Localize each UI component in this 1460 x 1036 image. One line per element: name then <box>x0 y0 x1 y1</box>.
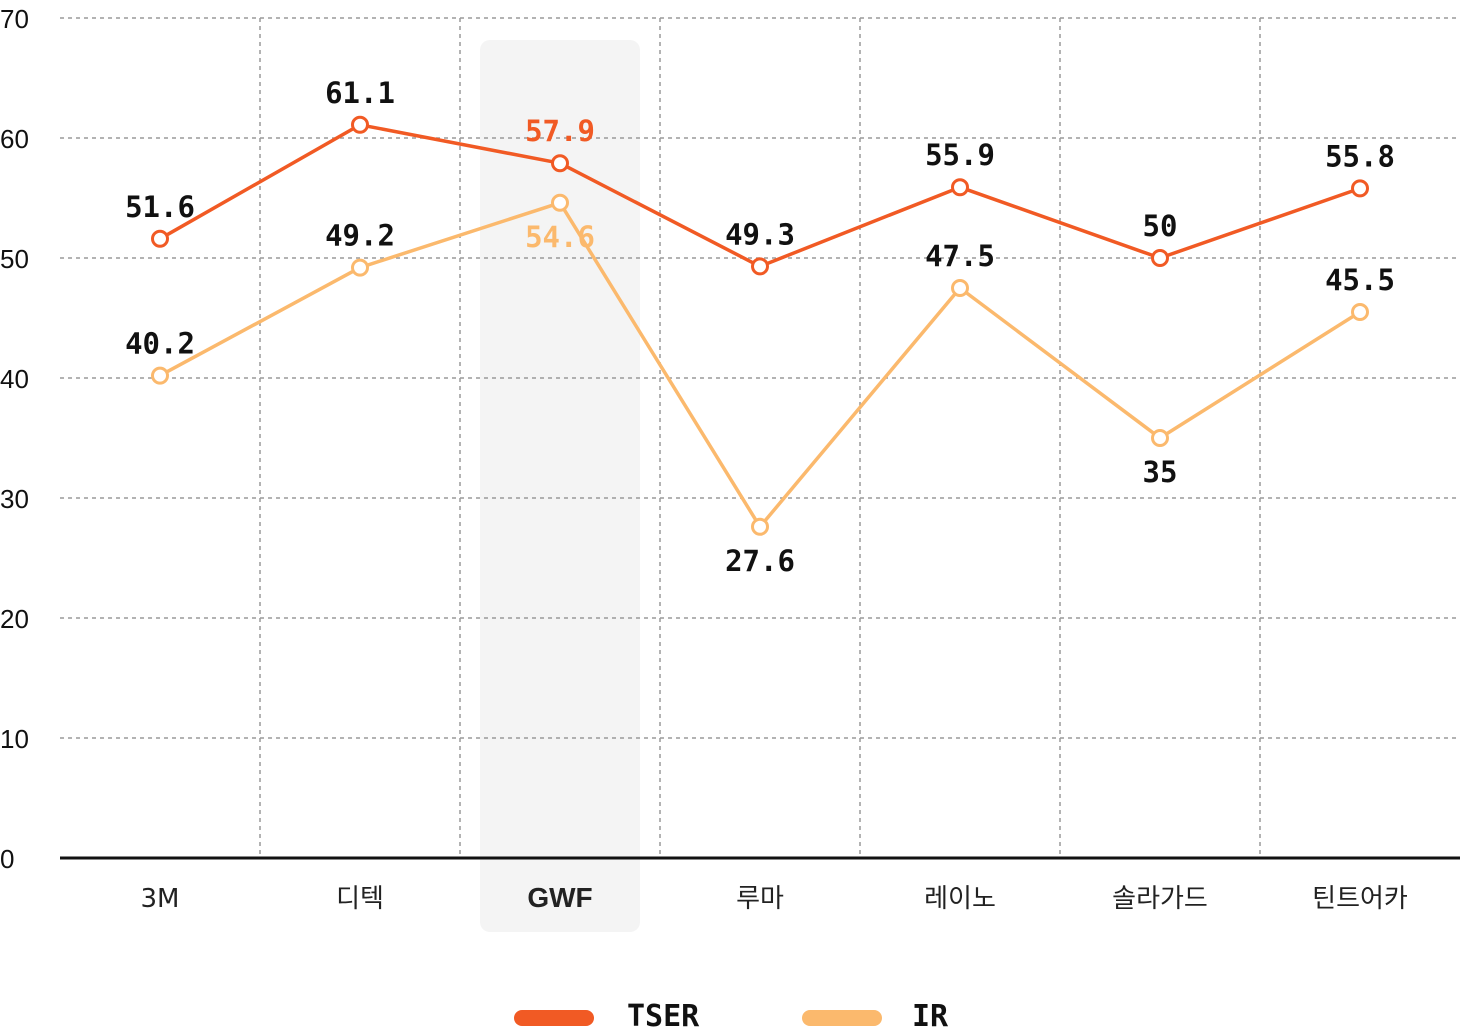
legend: TSER IR <box>514 999 949 1034</box>
y-tick-label: 60 <box>0 124 29 154</box>
data-label-ir: 40.2 <box>125 327 195 361</box>
grid <box>60 17 1460 858</box>
data-point-tser <box>551 154 569 173</box>
x-tick-label: 솔라가드 <box>1112 884 1208 914</box>
x-tick-label: 3M <box>141 884 180 914</box>
data-point-ir <box>1351 303 1369 321</box>
x-tick-label: 틴트어카 <box>1312 884 1408 914</box>
legend-label-tser: TSER <box>627 999 700 1034</box>
data-label-tser: 51.6 <box>125 190 195 224</box>
data-point-ir <box>551 193 569 212</box>
data-label-ir: 35 <box>1143 455 1178 489</box>
legend-swatch-ir <box>802 1010 882 1026</box>
data-point-ir <box>151 366 169 385</box>
data-label-tser: 55.8 <box>1325 139 1395 173</box>
y-tick-label: 50 <box>0 244 29 274</box>
y-tick-label: 70 <box>0 4 29 34</box>
data-point-tser <box>151 229 169 248</box>
data-point-ir <box>751 517 769 536</box>
y-tick-label: 10 <box>0 724 29 754</box>
series-group <box>151 115 1369 536</box>
data-label-ir: 49.2 <box>325 219 395 253</box>
data-label-ir: 47.5 <box>925 239 995 273</box>
data-point-tser <box>751 257 769 276</box>
y-tick-label: 30 <box>0 484 29 514</box>
data-point-ir <box>351 258 369 277</box>
x-tick-label: 레이노 <box>924 884 996 914</box>
data-label-tser: 55.9 <box>925 138 995 172</box>
data-label-tser: 50 <box>1143 209 1178 243</box>
x-tick-label: GWF <box>527 882 592 913</box>
highlight-band <box>480 40 640 932</box>
y-tick-label: 40 <box>0 364 29 394</box>
data-point-ir <box>951 279 969 297</box>
x-tick-label: 루마 <box>736 884 784 914</box>
data-label-ir: 45.5 <box>1325 263 1395 297</box>
legend-swatch-tser <box>514 1010 594 1026</box>
data-label-tser: 57.9 <box>525 114 595 148</box>
x-axis: 3M 디텍 GWF 루마 레이노 솔라가드 틴트어카 <box>141 882 1408 914</box>
y-axis: 0 10 20 30 40 50 60 70 <box>0 4 29 874</box>
y-tick-label: 20 <box>0 604 29 634</box>
data-label-tser: 61.1 <box>325 76 395 110</box>
data-point-tser <box>951 178 969 197</box>
data-point-ir <box>1151 429 1169 447</box>
data-point-tser <box>351 115 369 134</box>
legend-label-ir: IR <box>912 999 949 1034</box>
data-point-tser <box>1151 249 1169 267</box>
y-tick-label: 0 <box>0 844 14 874</box>
data-label-ir: 54.6 <box>525 220 595 254</box>
data-labels: 51.6 61.1 57.9 49.3 55.9 50 55.8 40.2 49.2 54.6 27… <box>125 76 1395 578</box>
data-label-ir: 27.6 <box>725 544 795 578</box>
data-point-tser <box>1351 179 1369 198</box>
data-label-tser: 49.3 <box>725 217 795 251</box>
x-tick-label: 디텍 <box>336 884 384 914</box>
